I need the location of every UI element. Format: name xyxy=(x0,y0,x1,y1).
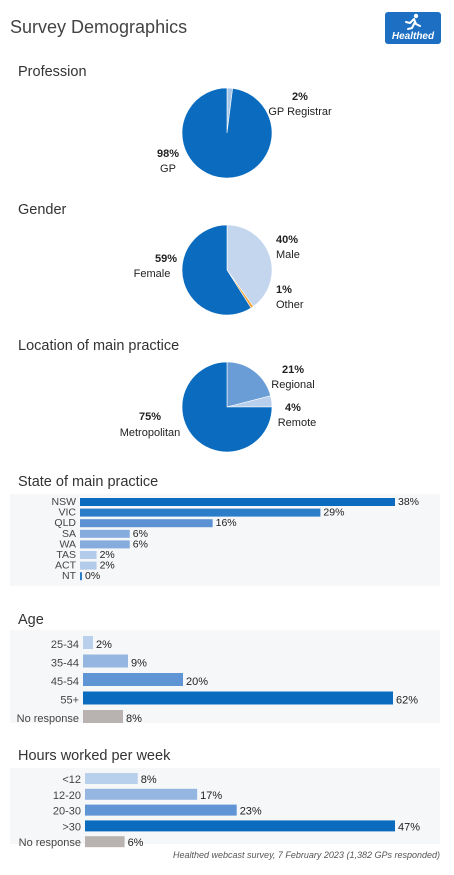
pie-name-label-regional: Regional xyxy=(271,379,314,391)
pie-pct-label-remote: 4% xyxy=(285,402,301,414)
pie-name-label-remote: Remote xyxy=(278,417,317,429)
footnote: Healthed webcast survey, 7 February 2023… xyxy=(173,850,440,860)
category-label-20-30: 20-30 xyxy=(53,806,81,818)
value-label-qld: 16% xyxy=(216,517,237,529)
category-label-tas: TAS xyxy=(56,549,76,561)
category-label-25-34: 25-34 xyxy=(51,639,79,651)
category-label-sa: SA xyxy=(62,528,76,540)
pie-slice-male xyxy=(226,224,273,307)
hours-bar-chart: <12 8% 12-20 17% 20-30 23% >30 47% No response 6% xyxy=(18,773,421,850)
state-title: State of main practice xyxy=(18,474,159,490)
pie-pct-label-other: 1% xyxy=(276,284,292,296)
pie-name-label-metropolitan: Metropolitan xyxy=(120,427,181,439)
bar-45-54 xyxy=(83,673,183,686)
pie-name-label-gp: GP xyxy=(160,163,176,175)
category-label-no-response: No response xyxy=(19,837,81,849)
category-label-nt: NT xyxy=(62,570,77,582)
value-label-12: 8% xyxy=(141,774,157,786)
pie-name-label-gp-registrar: GP Registrar xyxy=(268,106,332,118)
bar-act xyxy=(80,561,97,570)
category-label-act: ACT xyxy=(55,560,77,572)
value-label-25-34: 2% xyxy=(96,639,112,651)
bar-12 xyxy=(85,773,138,784)
pie-pct-label-male: 40% xyxy=(276,234,298,246)
pie-name-label-female: Female xyxy=(134,268,171,280)
brand-name: Healthed xyxy=(391,31,435,42)
bar-sa xyxy=(80,529,130,538)
pie-pct-label-gp-registrar: 2% xyxy=(292,91,308,103)
healthed-logo: Healthed xyxy=(385,12,441,44)
category-label-55: 55+ xyxy=(60,695,79,707)
bar-no-response xyxy=(83,710,123,723)
bar-no-response xyxy=(85,836,125,848)
age-bar-chart: 25-34 2% 35-44 9% 45-54 20% 55+ 62% No response 8… xyxy=(10,630,440,725)
value-label-nt: 0% xyxy=(85,570,100,582)
category-label-35-44: 35-44 xyxy=(51,658,79,670)
gender-pie-chart: 40% Male 1% Other 59% Female xyxy=(134,224,304,316)
value-label-12-20: 17% xyxy=(200,790,222,802)
bar-35-44 xyxy=(83,654,128,668)
pie-pct-label-gp: 98% xyxy=(157,148,179,160)
bar-30 xyxy=(85,820,395,832)
bar-qld xyxy=(80,519,213,528)
bar-nt xyxy=(80,572,82,581)
bar-wa xyxy=(80,540,130,549)
bar-nsw xyxy=(80,498,395,506)
age-title: Age xyxy=(18,612,44,628)
pie-slice-metropolitan xyxy=(181,361,273,453)
value-label-wa: 6% xyxy=(133,538,148,550)
pie-name-label-male: Male xyxy=(276,249,300,261)
profession-title: Profession xyxy=(18,64,87,80)
hours-title: Hours worked per week xyxy=(18,748,171,764)
bar-12-20 xyxy=(85,788,198,800)
category-label-nsw: NSW xyxy=(52,496,77,508)
value-label-tas: 2% xyxy=(100,549,115,561)
value-label-30: 47% xyxy=(398,821,420,833)
runner-icon xyxy=(405,13,421,30)
value-label-nsw: 38% xyxy=(398,496,419,508)
pie-slice-female xyxy=(181,224,252,316)
value-label-20-30: 23% xyxy=(240,806,262,818)
value-label-35-44: 9% xyxy=(131,658,147,670)
pie-pct-label-female: 59% xyxy=(155,253,177,265)
pie-pct-label-regional: 21% xyxy=(282,364,304,376)
value-label-sa: 6% xyxy=(133,528,148,540)
category-label-12: <12 xyxy=(62,774,81,786)
bar-tas xyxy=(80,551,97,559)
category-label-30: >30 xyxy=(62,821,81,833)
pie-slice-gp xyxy=(181,87,273,179)
category-label-wa: WA xyxy=(59,538,76,550)
pie-slice-regional xyxy=(226,361,271,408)
state-bar-chart: NSW 38% VIC 29% QLD 16% SA 6% WA 6% TAS 2% ACT 2% NT 0% xyxy=(51,496,420,583)
value-label-no-response: 8% xyxy=(126,713,142,725)
category-label-45-54: 45-54 xyxy=(51,676,79,688)
category-label-vic: VIC xyxy=(58,507,76,519)
bar-20-30 xyxy=(85,804,237,816)
profession-pie-chart: 2% GP Registrar 98% GP xyxy=(157,87,332,179)
bar-vic xyxy=(80,508,321,517)
pie-pct-label-metropolitan: 75% xyxy=(139,411,161,423)
page-title: Survey Demographics xyxy=(10,17,188,37)
pie-name-label-other: Other xyxy=(276,299,304,311)
category-label-12-20: 12-20 xyxy=(53,790,81,802)
bar-chart-background xyxy=(10,630,440,723)
value-label-act: 2% xyxy=(100,560,115,572)
value-label-no-response: 6% xyxy=(128,837,144,849)
value-label-vic: 29% xyxy=(323,507,344,519)
bar-25-34 xyxy=(83,636,93,649)
category-label-qld: QLD xyxy=(54,517,76,529)
gender-title: Gender xyxy=(18,202,67,218)
bar-55 xyxy=(83,691,393,705)
value-label-55: 62% xyxy=(396,695,418,707)
category-label-no-response: No response xyxy=(17,713,79,725)
location-title: Location of main practice xyxy=(18,338,180,354)
location-pie-chart: 21% Regional 4% Remote 75% Metropolitan xyxy=(120,361,317,453)
value-label-45-54: 20% xyxy=(186,676,208,688)
